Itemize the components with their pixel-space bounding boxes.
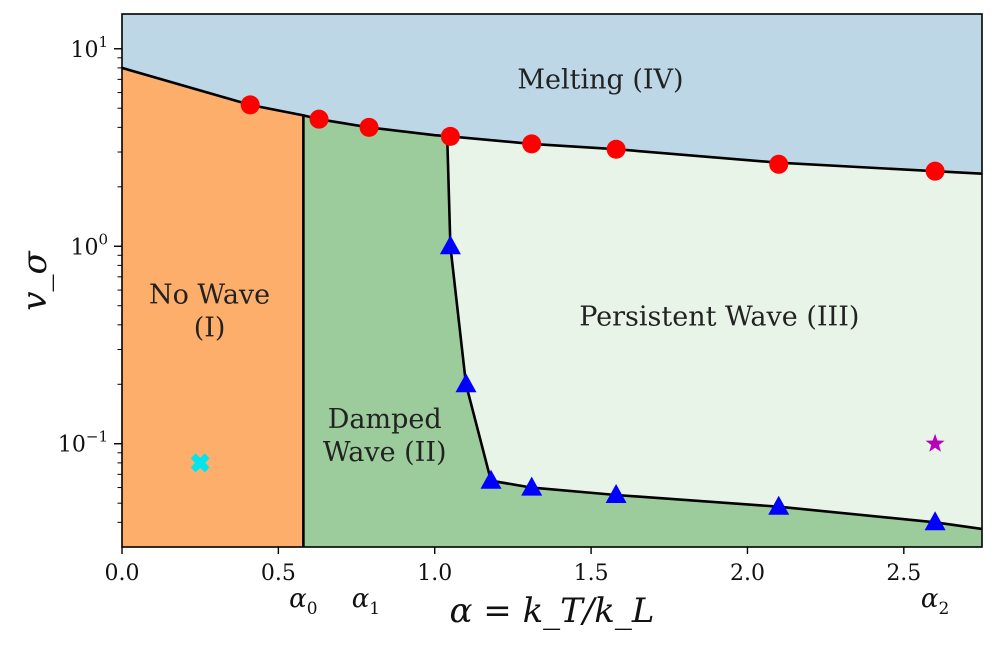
region-label-persistent-wave-0: Persistent Wave (III) — [579, 302, 859, 333]
wave-transition-points-5 — [768, 495, 790, 515]
alpha-marker-symbol-0: α — [289, 584, 307, 614]
region-label-no-wave-1: (I) — [194, 313, 226, 344]
alpha-marker-subscript-2: 2 — [938, 599, 949, 619]
melting-points-6 — [769, 154, 789, 174]
wave-transition-points-4 — [605, 484, 627, 503]
region-label-no-wave-0: No Wave — [149, 280, 270, 311]
melting-points-4 — [522, 134, 542, 154]
wave-transition-points-6 — [924, 511, 946, 531]
x-tick-label-5: 2.5 — [886, 561, 921, 586]
melting-points-2 — [359, 117, 379, 137]
alpha-marker-1: α1 — [352, 584, 380, 619]
y-tick-base-0: 10 — [58, 433, 86, 458]
wave-transition-points-3 — [521, 476, 543, 496]
alpha-marker-0: α0 — [289, 584, 317, 619]
example-no-wave-0-stroke-b — [190, 453, 210, 473]
melting-points-3 — [440, 126, 460, 146]
y-tick-exponent-2: 1 — [98, 33, 108, 51]
y-tick-label-0: 10−1 — [58, 428, 108, 458]
y-tick-base-1: 10 — [70, 235, 98, 260]
x-tick-label-1: 0.5 — [261, 561, 296, 586]
region-no-wave — [122, 67, 304, 547]
wave-transition-points-0 — [439, 235, 461, 255]
alpha-marker-symbol-2: α — [921, 584, 939, 614]
regions-layer — [122, 14, 982, 547]
y-tick-label-1: 100 — [70, 230, 108, 260]
x-axis-title: α = k_T/k_L — [450, 591, 655, 631]
y-tick-label-2: 101 — [70, 33, 108, 63]
example-persistent-wave-0 — [925, 433, 945, 452]
melting-points-5 — [606, 139, 626, 159]
alpha-marker-2: α2 — [921, 584, 949, 619]
y-axis-title: v_σ — [15, 251, 55, 311]
region-persistent-wave — [447, 136, 982, 529]
wave-transition-points-2 — [480, 469, 502, 489]
region-melting — [122, 14, 982, 174]
plot-frame — [121, 13, 983, 548]
x-tick-label-2: 1.0 — [417, 561, 452, 586]
region-label-melting-0: Melting (IV) — [517, 64, 683, 95]
region-label-damped-wave-1: Wave (II) — [323, 437, 447, 468]
alpha-marker-subscript-1: 1 — [369, 599, 380, 619]
example-no-wave-0 — [190, 453, 210, 473]
region-label-damped-wave-0: Damped — [328, 404, 442, 435]
melting-points-0 — [240, 95, 260, 115]
alpha-marker-subscript-0: 0 — [307, 599, 318, 619]
melting-points-7 — [925, 161, 945, 181]
x-tick-label-0: 0.0 — [105, 561, 140, 586]
x-tick-label-3: 1.5 — [574, 561, 609, 586]
y-tick-exponent-1: 0 — [98, 230, 108, 248]
melting-points-1 — [309, 109, 329, 129]
y-tick-base-2: 10 — [70, 38, 98, 63]
alpha-marker-symbol-1: α — [352, 584, 370, 614]
x-tick-label-4: 2.0 — [730, 561, 765, 586]
markers-layer — [190, 95, 946, 531]
y-tick-exponent-0: −1 — [86, 428, 108, 446]
wave-transition-points-1 — [455, 373, 477, 393]
